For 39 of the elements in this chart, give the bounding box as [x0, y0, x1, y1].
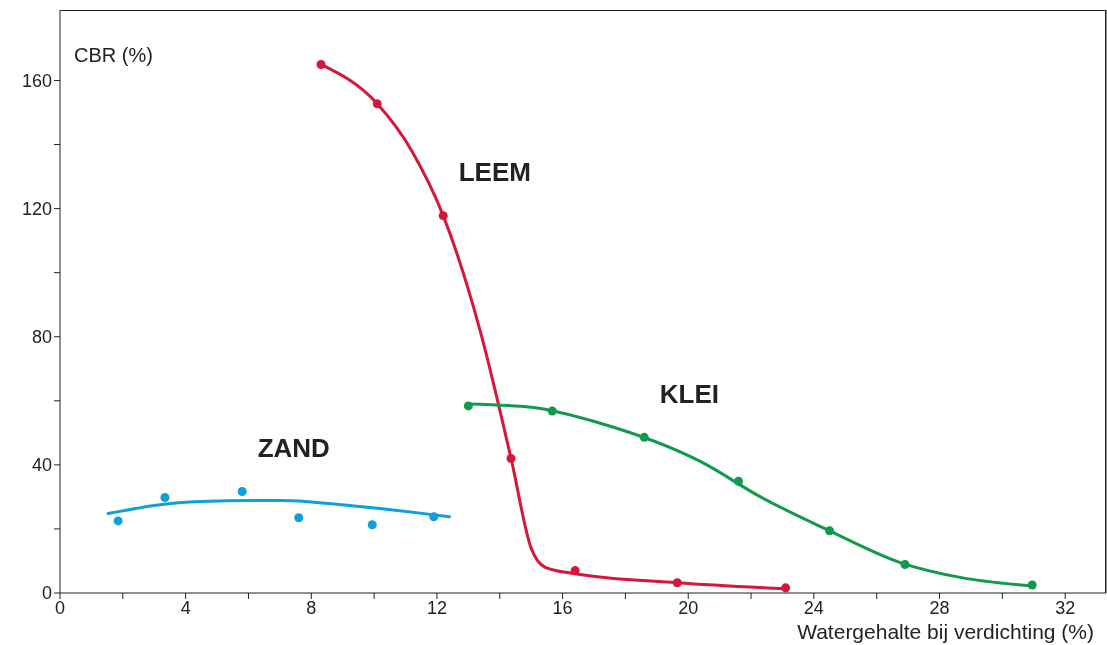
y-tick-label: 0 [41, 583, 52, 604]
y-tick-label: 160 [21, 70, 52, 91]
point [316, 59, 326, 69]
point [1027, 580, 1037, 590]
point [733, 476, 743, 486]
point [294, 513, 304, 523]
y-tick-label: 40 [31, 455, 52, 476]
x-axis-title: Watergehalte bij verdichting (%) [797, 620, 1094, 644]
point [825, 526, 835, 536]
series-label: KLEI [659, 378, 719, 409]
point [570, 566, 580, 576]
x-tick-label: 4 [180, 597, 191, 618]
series-label: ZAND [257, 432, 330, 463]
x-tick-label: 32 [1055, 597, 1076, 618]
x-tick-label: 12 [426, 597, 447, 618]
x-tick-label: 0 [54, 597, 66, 618]
x-tick-label: 28 [929, 597, 950, 618]
point [438, 211, 448, 221]
point [463, 401, 473, 411]
x-tick-label: 16 [552, 597, 573, 618]
y-axis-title: CBR (%) [74, 44, 153, 67]
x-tick-label: 24 [803, 597, 824, 618]
point [639, 432, 649, 442]
y-tick-label: 80 [31, 327, 52, 348]
x-tick-label: 20 [678, 597, 699, 618]
point [237, 486, 247, 496]
x-tick-label: 8 [306, 597, 317, 618]
point [113, 516, 123, 526]
point [672, 578, 682, 588]
point [506, 453, 516, 463]
series-label: LEEM [458, 157, 531, 188]
point [781, 583, 791, 593]
y-tick-label: 120 [21, 198, 52, 219]
point [547, 406, 557, 416]
point [429, 512, 439, 522]
point [367, 520, 377, 530]
point [900, 559, 910, 569]
point [372, 99, 382, 109]
point [160, 493, 170, 503]
